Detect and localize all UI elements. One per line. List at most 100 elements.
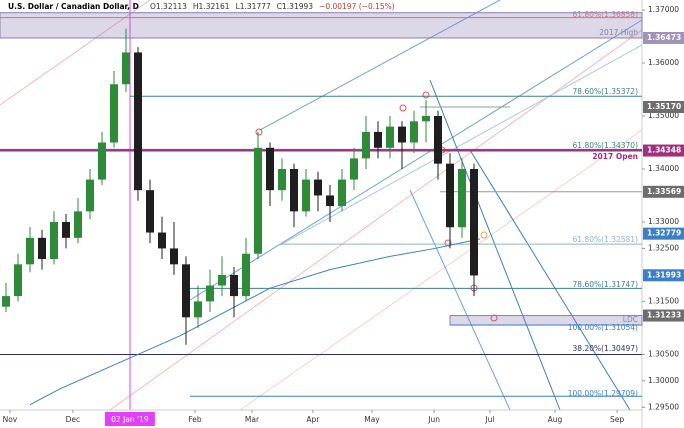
x-tick-label: Nov bbox=[3, 415, 18, 424]
candle-body bbox=[134, 52, 142, 191]
candle-body bbox=[98, 142, 106, 180]
candle-body bbox=[470, 168, 478, 276]
price-tag bbox=[643, 269, 684, 282]
candle-body bbox=[398, 126, 406, 143]
candle-body bbox=[422, 116, 430, 122]
candle-body bbox=[446, 163, 454, 228]
zone bbox=[0, 12, 643, 39]
x-tick-label: May bbox=[364, 415, 380, 424]
candle-body bbox=[146, 190, 154, 233]
x-tick-label: Jul bbox=[484, 415, 494, 424]
y-tick-label: 1.30000 bbox=[648, 376, 679, 385]
price-tag bbox=[643, 144, 684, 157]
candle-body bbox=[278, 168, 286, 191]
y-tick-label: 1.33000 bbox=[648, 217, 679, 226]
price-tag-label: 1.33569 bbox=[647, 187, 681, 196]
candle-body bbox=[74, 211, 82, 238]
x-tick-label: 02 Jan '19 bbox=[111, 415, 149, 424]
candle-body bbox=[158, 232, 166, 249]
level-label: 2017 High bbox=[599, 28, 638, 37]
candle-body bbox=[170, 248, 178, 265]
candle-body bbox=[314, 179, 322, 196]
level-label: 61.80%(1.32581) bbox=[573, 235, 639, 244]
candle-body bbox=[242, 253, 250, 297]
candle-body bbox=[86, 179, 94, 212]
candle-body bbox=[302, 179, 310, 212]
candle-body bbox=[290, 168, 298, 212]
ohlc-value: −0.00197 (−0.15%) bbox=[319, 2, 395, 11]
y-tick-label: 1.32500 bbox=[648, 243, 679, 252]
price-tag-label: 1.31993 bbox=[647, 270, 681, 279]
candle-body bbox=[410, 121, 418, 143]
x-tick-label: Dec bbox=[66, 415, 81, 424]
candle-body bbox=[26, 237, 34, 265]
ohlc-value: H1.32161 bbox=[193, 2, 230, 11]
x-tick-label: Aug bbox=[548, 415, 563, 424]
candle-body bbox=[122, 52, 130, 85]
date-highlight bbox=[104, 412, 155, 426]
price-tag bbox=[643, 185, 684, 198]
trendline bbox=[239, 129, 643, 411]
pivot bbox=[255, 128, 263, 136]
y-tick-label: 1.30500 bbox=[648, 349, 679, 358]
candle-body bbox=[326, 195, 334, 207]
price-tag bbox=[643, 101, 684, 114]
level-label: 61.80%(1.34370) bbox=[573, 141, 639, 150]
candle-body bbox=[110, 84, 118, 143]
price-tag-label: 1.36473 bbox=[647, 33, 681, 42]
candle-body bbox=[50, 221, 58, 260]
pivot bbox=[490, 314, 498, 322]
price-tag bbox=[643, 309, 684, 322]
candle-body bbox=[230, 274, 238, 297]
level-label: 78.60%(1.31747) bbox=[573, 280, 639, 289]
candle-body bbox=[182, 264, 190, 318]
price-tag bbox=[643, 227, 684, 240]
candle-body bbox=[350, 158, 358, 180]
trendline bbox=[189, 19, 643, 301]
candle-body bbox=[218, 274, 226, 286]
candle-body bbox=[254, 147, 262, 254]
x-tick-label: Mar bbox=[245, 415, 260, 424]
y-tick-label: 1.35000 bbox=[648, 111, 679, 120]
candle-body bbox=[38, 237, 46, 260]
pivot bbox=[480, 231, 488, 239]
trendline bbox=[259, 0, 501, 131]
ohlc-value: L1.31777 bbox=[236, 2, 271, 11]
price-tag-label: 1.34348 bbox=[647, 146, 681, 155]
candle-body bbox=[14, 264, 22, 297]
candle-body bbox=[338, 179, 346, 207]
x-tick-label: Jun bbox=[427, 415, 440, 424]
x-tick-label: Sep bbox=[610, 415, 624, 424]
ohlc-value: C1.31993 bbox=[277, 2, 313, 11]
trendline bbox=[409, 189, 511, 411]
price-tag bbox=[643, 31, 684, 44]
drawings bbox=[0, 0, 643, 428]
y-tick-label: 1.36000 bbox=[648, 58, 679, 67]
level-label: 2017 Open bbox=[592, 152, 638, 161]
pivot bbox=[399, 104, 407, 112]
candle-body bbox=[362, 131, 370, 159]
y-tick-label: 1.31500 bbox=[648, 296, 679, 305]
candle-body bbox=[386, 126, 394, 148]
x-tick-label: Apr bbox=[306, 415, 320, 424]
trendline bbox=[279, 44, 643, 246]
level-label: 61.80%(1.36858) bbox=[573, 10, 639, 19]
trendline bbox=[469, 149, 631, 411]
candle-body bbox=[194, 301, 202, 318]
candle-body bbox=[458, 168, 466, 228]
level-label: 38.20%(1.30497) bbox=[573, 344, 639, 353]
candle-body bbox=[374, 131, 382, 148]
price-tag-label: 1.31233 bbox=[647, 311, 681, 320]
x-tick-label: Feb bbox=[188, 415, 202, 424]
level-label: 78.60%(1.35372) bbox=[573, 87, 639, 96]
candle-body bbox=[266, 147, 274, 191]
y-tick-label: 1.37000 bbox=[648, 5, 679, 14]
pivot bbox=[422, 91, 430, 99]
candle-body bbox=[1, 296, 10, 307]
price-tag-label: 1.32779 bbox=[647, 229, 681, 238]
level-label: 100.00%(1.31054) bbox=[568, 323, 638, 332]
trendline bbox=[109, 29, 643, 411]
moving-average bbox=[29, 238, 481, 406]
